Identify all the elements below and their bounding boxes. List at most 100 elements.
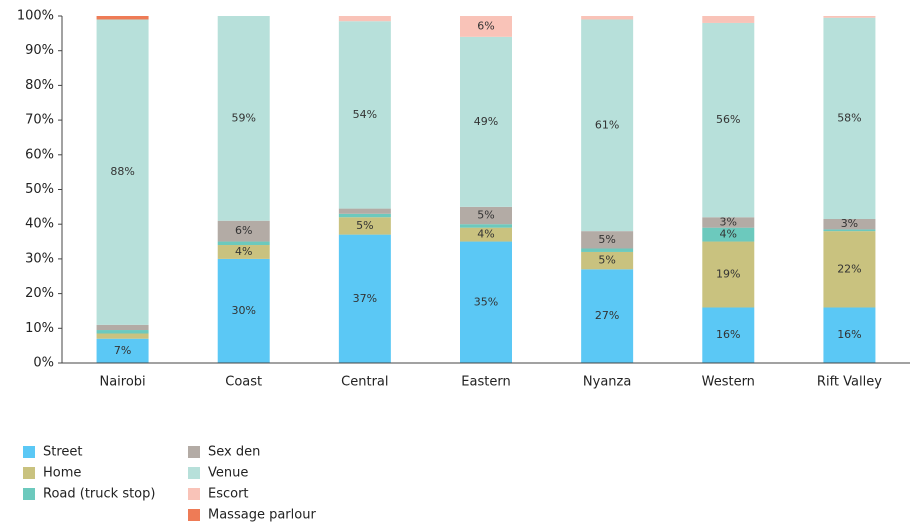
- legend-label: Escort: [208, 487, 249, 502]
- value-label: 37%: [353, 292, 377, 305]
- bar-segment: [338, 208, 391, 214]
- value-label: 5%: [356, 219, 373, 232]
- x-tick-label: Coast: [225, 375, 262, 390]
- value-label: 61%: [595, 118, 619, 131]
- bar-segment: [96, 16, 149, 20]
- bar-segment: [338, 21, 391, 209]
- bar-segment: [96, 333, 149, 339]
- value-label: 4%: [235, 245, 252, 258]
- value-label: 3%: [841, 217, 858, 230]
- bar-segment: [460, 16, 512, 37]
- bar-segment: [217, 16, 270, 221]
- bar-segment: [96, 330, 149, 334]
- value-label: 19%: [716, 268, 740, 281]
- bar-segment: [217, 258, 270, 363]
- y-tick-label: 50%: [25, 182, 54, 197]
- value-label: 54%: [353, 108, 377, 121]
- legend-swatch: [188, 509, 200, 521]
- value-label: 27%: [595, 309, 619, 322]
- y-tick-label: 0%: [33, 356, 54, 371]
- bar-segment: [217, 220, 270, 242]
- x-tick-label: Central: [341, 375, 388, 390]
- y-tick-label: 40%: [25, 217, 54, 232]
- value-label: 6%: [477, 19, 494, 32]
- legend-swatch: [23, 446, 35, 458]
- value-label: 5%: [477, 209, 494, 222]
- legend-label: Sex den: [208, 445, 260, 460]
- bar-segment: [581, 248, 634, 252]
- bar-segment: [702, 241, 755, 308]
- legend-label: Venue: [208, 466, 248, 481]
- y-tick-label: 20%: [25, 286, 54, 301]
- bar-segment: [823, 229, 876, 232]
- bar-segment: [702, 217, 755, 228]
- bar-segment: [823, 17, 876, 219]
- bar-segment: [338, 217, 391, 235]
- value-label: 30%: [231, 304, 255, 317]
- y-tick-label: 100%: [17, 9, 54, 24]
- bar-segment: [823, 231, 876, 308]
- bar-segment: [581, 19, 634, 232]
- x-tick-label: Nyanza: [583, 375, 631, 390]
- x-tick-label: Rift Valley: [817, 375, 882, 390]
- value-label: 5%: [598, 233, 615, 246]
- value-label: 4%: [720, 228, 737, 241]
- bar-segment: [702, 22, 755, 218]
- value-label: 16%: [837, 328, 861, 341]
- x-tick-label: Eastern: [461, 375, 510, 390]
- value-label: 4%: [477, 228, 494, 241]
- bar-segment: [823, 16, 876, 18]
- bar-segment: [338, 16, 391, 22]
- value-label: 7%: [114, 344, 131, 357]
- bar-segment: [460, 206, 512, 225]
- bar-segment: [823, 307, 876, 363]
- legend-swatch: [188, 467, 200, 479]
- legend-label: Massage parlour: [208, 508, 316, 523]
- bar-segment: [96, 324, 149, 331]
- bar-segment: [581, 251, 634, 270]
- value-label: 16%: [716, 328, 740, 341]
- bar-segment: [460, 36, 512, 207]
- legend-label: Road (truck stop): [43, 487, 155, 502]
- y-tick-label: 90%: [25, 43, 54, 58]
- value-label: 6%: [235, 224, 252, 237]
- bar-segment: [823, 218, 876, 230]
- value-label: 22%: [837, 262, 861, 275]
- bar-segment: [581, 16, 634, 20]
- value-label: 59%: [231, 111, 255, 124]
- y-tick-label: 30%: [25, 251, 54, 266]
- bar-segment: [96, 338, 149, 363]
- value-label: 35%: [474, 295, 498, 308]
- value-label: 56%: [716, 113, 740, 126]
- legend-swatch: [188, 446, 200, 458]
- bar-segment: [702, 16, 755, 23]
- bar-segment: [581, 231, 634, 249]
- y-tick-label: 80%: [25, 78, 54, 93]
- legend-label: Street: [43, 445, 83, 460]
- bar-segment: [217, 241, 270, 246]
- value-label: 49%: [474, 115, 498, 128]
- bar-segment: [217, 245, 270, 259]
- bar-segment: [702, 227, 755, 242]
- bar-segment: [460, 224, 512, 228]
- bar-segment: [581, 269, 634, 363]
- value-label: 88%: [110, 165, 134, 178]
- value-label: 5%: [598, 254, 615, 267]
- y-tick-label: 10%: [25, 321, 54, 336]
- bar-segment: [338, 213, 391, 218]
- y-tick-label: 60%: [25, 147, 54, 162]
- x-tick-label: Western: [702, 375, 755, 390]
- legend-swatch: [188, 488, 200, 500]
- bar-segment: [96, 19, 149, 325]
- bar-segment: [460, 227, 512, 242]
- value-label: 3%: [720, 215, 737, 228]
- legend-swatch: [23, 488, 35, 500]
- legend-swatch: [23, 467, 35, 479]
- legend-label: Home: [43, 466, 81, 481]
- bar-segment: [338, 234, 391, 363]
- bar-segment: [460, 241, 512, 363]
- value-label: 58%: [837, 111, 861, 124]
- x-tick-label: Nairobi: [99, 375, 145, 390]
- y-tick-label: 70%: [25, 113, 54, 128]
